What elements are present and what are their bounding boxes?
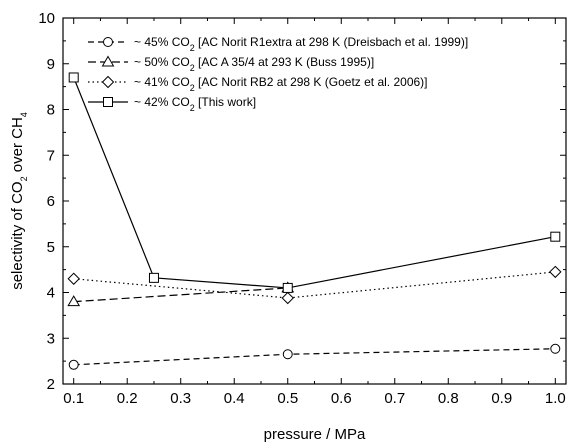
y-tick-label: 3 (47, 330, 55, 347)
data-point-circle (550, 343, 561, 354)
series-line-triangle (73, 287, 288, 303)
legend-label-part-2: [This work] (195, 95, 256, 109)
x-tick-label: 0.3 (170, 390, 191, 407)
series-circle (68, 343, 561, 370)
legend-label-part-2: [AC A 35/4 at 293 K (Buss 1995)] (195, 55, 374, 69)
x-tick-label: 0.9 (491, 390, 512, 407)
data-point-square (550, 231, 561, 242)
y-tick-label: 6 (47, 193, 55, 210)
y-tick-label: 10 (38, 10, 55, 27)
y-axis-label-part-1: 2 (19, 176, 29, 181)
data-point-square (148, 272, 159, 283)
data-point-triangle (67, 295, 81, 307)
legend-label-circle: ~ 45% CO2 [AC Norit R1extra at 298 K (Dr… (134, 35, 468, 53)
y-axis-label-part-2: over CH (9, 117, 26, 176)
y-tick-label: 2 (47, 376, 55, 393)
legend: ~ 45% CO2 [AC Norit R1extra at 298 K (Dr… (88, 35, 468, 113)
x-tick-label: 0.4 (224, 390, 245, 407)
data-point-square (68, 72, 79, 83)
legend-label-triangle: ~ 50% CO2 [AC A 35/4 at 293 K (Buss 1995… (134, 55, 374, 73)
legend-item-diamond: ~ 41% CO2 [AC Norit RB2 at 298 K (Goetz … (88, 75, 428, 93)
legend-label-part-2: [AC Norit R1extra at 298 K (Dreisbach et… (195, 35, 468, 49)
y-tick-label: 8 (47, 102, 55, 119)
x-axis-label: pressure / MPa (264, 426, 366, 442)
legend-label-part-0: ~ 50% CO (134, 55, 190, 69)
legend-label-part-1: 2 (190, 63, 195, 73)
series-square (68, 72, 561, 293)
x-tick-label: 1.0 (545, 390, 566, 407)
legend-label-part-0: ~ 45% CO (134, 35, 190, 49)
series-diamond (67, 265, 562, 305)
data-point-diamond (549, 265, 562, 279)
data-point-circle (68, 359, 79, 370)
legend-marker-square (103, 97, 113, 107)
x-tick-label: 0.2 (117, 390, 138, 407)
x-tick-label: 0.6 (331, 390, 352, 407)
y-axis-label: selectivity of CO2 over CH4 (9, 112, 29, 290)
y-axis-label-part-3: 4 (19, 112, 29, 117)
legend-label-part-0: ~ 41% CO (134, 75, 190, 89)
legend-item-square: ~ 42% CO2 [This work] (88, 95, 256, 113)
x-tick-label: 0.7 (384, 390, 405, 407)
data-point-diamond (67, 272, 80, 285)
series-layer (67, 72, 562, 370)
x-tick-label: 0.5 (277, 390, 298, 407)
data-point-square (282, 282, 293, 293)
legend-label-part-0: ~ 42% CO (134, 95, 190, 109)
legend-item-triangle: ~ 50% CO2 [AC A 35/4 at 293 K (Buss 1995… (88, 55, 374, 73)
legend-item-circle: ~ 45% CO2 [AC Norit R1extra at 298 K (Dr… (88, 35, 468, 53)
legend-marker-diamond (101, 75, 115, 89)
series-line-diamond (73, 271, 556, 299)
series-line-circle (73, 348, 556, 366)
x-tick-label: 0.1 (63, 390, 84, 407)
plot-frame (62, 17, 567, 385)
legend-label-part-1: 2 (190, 43, 195, 53)
series-line-square (73, 77, 556, 289)
y-tick-label: 5 (47, 239, 55, 256)
y-axis-label-part-0: selectivity of CO (9, 181, 26, 289)
legend-marker-circle (103, 37, 113, 47)
y-axis-ticks: 2 3 4 5 6 7 8 9 10 (38, 10, 566, 393)
legend-label-square: ~ 42% CO2 [This work] (134, 95, 256, 113)
y-tick-label: 4 (47, 285, 55, 302)
data-point-circle (282, 349, 293, 360)
legend-label-part-1: 2 (190, 103, 195, 113)
legend-label-diamond: ~ 41% CO2 [AC Norit RB2 at 298 K (Goetz … (134, 75, 428, 93)
legend-label-part-2: [AC Norit RB2 at 298 K (Goetz et al. 200… (195, 75, 428, 89)
legend-label-part-1: 2 (190, 83, 195, 93)
y-tick-label: 9 (47, 56, 55, 73)
legend-marker-triangle (101, 55, 115, 67)
y-tick-label: 7 (47, 147, 55, 164)
x-axis-ticks: 0.1 0.2 0.3 0.4 0.5 0.6 0.7 0.8 0.9 1.0 (63, 18, 566, 407)
x-tick-label: 0.8 (438, 390, 459, 407)
data-point-diamond (281, 291, 294, 305)
